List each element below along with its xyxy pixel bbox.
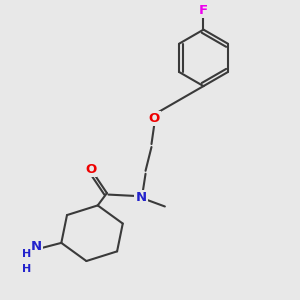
Text: F: F	[199, 4, 208, 17]
Text: N: N	[136, 191, 147, 204]
Text: O: O	[149, 112, 160, 125]
Text: N: N	[31, 240, 42, 253]
Text: H: H	[22, 249, 31, 259]
Text: H: H	[22, 264, 31, 274]
Text: O: O	[85, 163, 96, 176]
